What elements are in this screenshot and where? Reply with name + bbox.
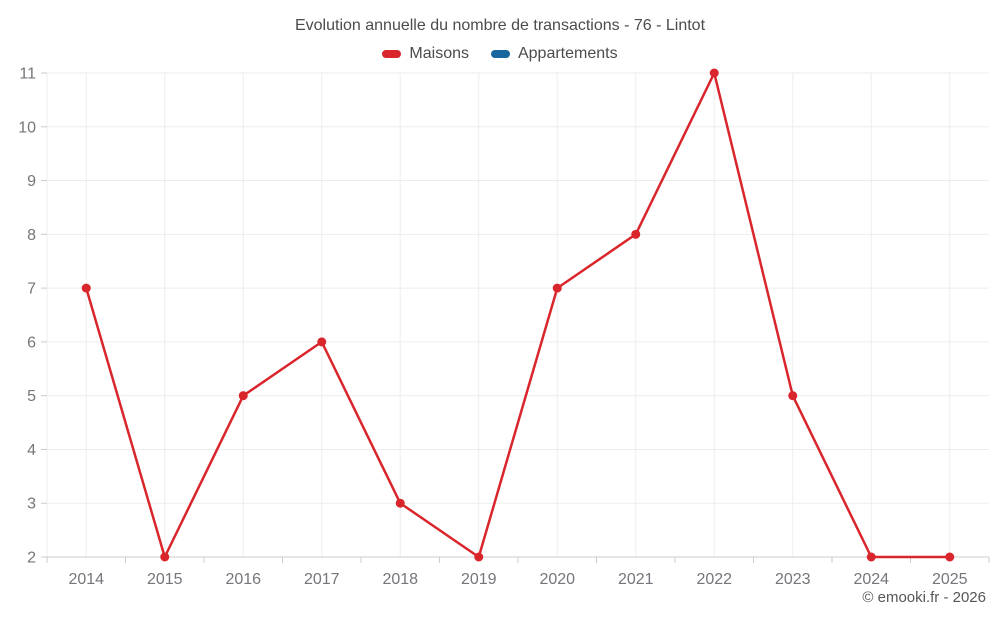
x-axis-label: 2016 bbox=[225, 571, 261, 588]
x-axis-label: 2023 bbox=[775, 571, 811, 588]
y-axis-label: 3 bbox=[27, 496, 36, 513]
x-axis-label: 2019 bbox=[461, 571, 497, 588]
data-point-maisons bbox=[474, 552, 484, 562]
x-axis-label: 2024 bbox=[853, 571, 889, 588]
y-axis-label: 5 bbox=[27, 388, 36, 405]
data-point-maisons bbox=[788, 391, 798, 401]
data-point-maisons bbox=[317, 337, 327, 347]
data-point-maisons bbox=[945, 552, 955, 562]
x-axis-label: 2022 bbox=[696, 571, 732, 588]
x-axis-label: 2018 bbox=[382, 571, 418, 588]
legend-label-appartements: Appartements bbox=[517, 45, 618, 62]
y-axis-label: 11 bbox=[19, 66, 36, 83]
legend-swatch-appartements-icon bbox=[490, 50, 510, 58]
x-axis-label: 2014 bbox=[68, 571, 104, 588]
y-axis-label: 4 bbox=[27, 442, 36, 459]
chart-legend: Maisons Appartements bbox=[0, 45, 1000, 63]
copyright: © emooki.fr - 2026 bbox=[862, 589, 986, 606]
data-point-maisons bbox=[238, 391, 248, 401]
series-line-maisons bbox=[85, 71, 951, 559]
x-axis-label: 2020 bbox=[539, 571, 575, 588]
data-point-maisons bbox=[552, 283, 562, 293]
legend-swatch-maisons-icon bbox=[382, 50, 402, 58]
y-axis-label: 7 bbox=[27, 281, 36, 298]
data-point-maisons bbox=[395, 498, 405, 508]
data-point-maisons bbox=[81, 283, 91, 293]
legend-label-maisons: Maisons bbox=[409, 45, 469, 62]
x-axis-label: 2025 bbox=[932, 571, 968, 588]
y-axis-label: 2 bbox=[27, 550, 36, 567]
y-axis-label: 10 bbox=[18, 119, 36, 136]
y-axis-label: 9 bbox=[27, 173, 36, 190]
data-point-maisons bbox=[709, 68, 719, 78]
data-point-maisons bbox=[866, 552, 876, 562]
y-axis-label: 8 bbox=[27, 227, 36, 244]
data-point-maisons bbox=[631, 229, 641, 239]
x-axis-label: 2017 bbox=[304, 571, 340, 588]
x-axis-label: 2015 bbox=[147, 571, 183, 588]
data-point-maisons bbox=[160, 552, 170, 562]
x-axis-label: 2021 bbox=[618, 571, 654, 588]
legend-item-maisons[interactable]: Maisons bbox=[382, 45, 469, 63]
chart-title: Evolution annuelle du nombre de transact… bbox=[294, 17, 706, 34]
legend-item-appartements[interactable]: Appartements bbox=[490, 45, 618, 63]
y-axis-label: 6 bbox=[27, 334, 36, 351]
